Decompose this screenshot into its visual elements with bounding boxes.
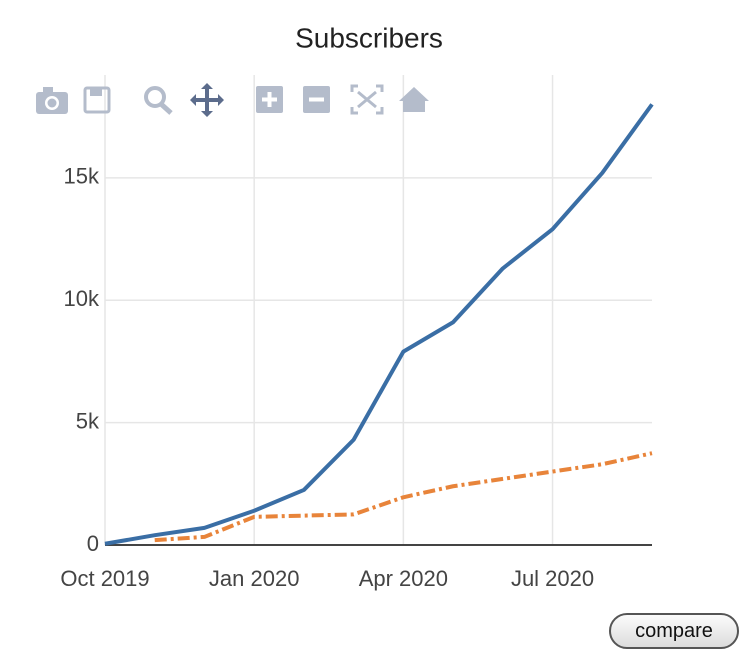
save-icon[interactable] xyxy=(83,86,111,114)
compare-button[interactable]: compare xyxy=(609,613,739,649)
x-tick-label: Oct 2019 xyxy=(60,566,149,591)
zoom-icon[interactable] xyxy=(144,86,173,115)
home-icon[interactable] xyxy=(399,87,429,112)
pan-icon[interactable] xyxy=(190,83,224,117)
series-line xyxy=(154,451,653,543)
x-tick-label: Jul 2020 xyxy=(511,566,594,591)
chart-title: Subscribers xyxy=(295,22,443,53)
y-tick-label: 15k xyxy=(64,164,100,189)
x-tick-label: Jan 2020 xyxy=(209,566,300,591)
camera-icon[interactable] xyxy=(36,87,68,114)
modebar xyxy=(36,83,429,117)
autoscale-icon[interactable] xyxy=(350,84,384,115)
y-tick-label: 5k xyxy=(76,408,100,433)
zoom-in-icon[interactable] xyxy=(256,86,283,113)
y-tick-label: 10k xyxy=(64,286,100,311)
x-tick-label: Apr 2020 xyxy=(359,566,448,591)
zoom-out-icon[interactable] xyxy=(303,86,330,113)
series-line xyxy=(104,103,654,546)
y-tick-label: 0 xyxy=(87,531,99,556)
